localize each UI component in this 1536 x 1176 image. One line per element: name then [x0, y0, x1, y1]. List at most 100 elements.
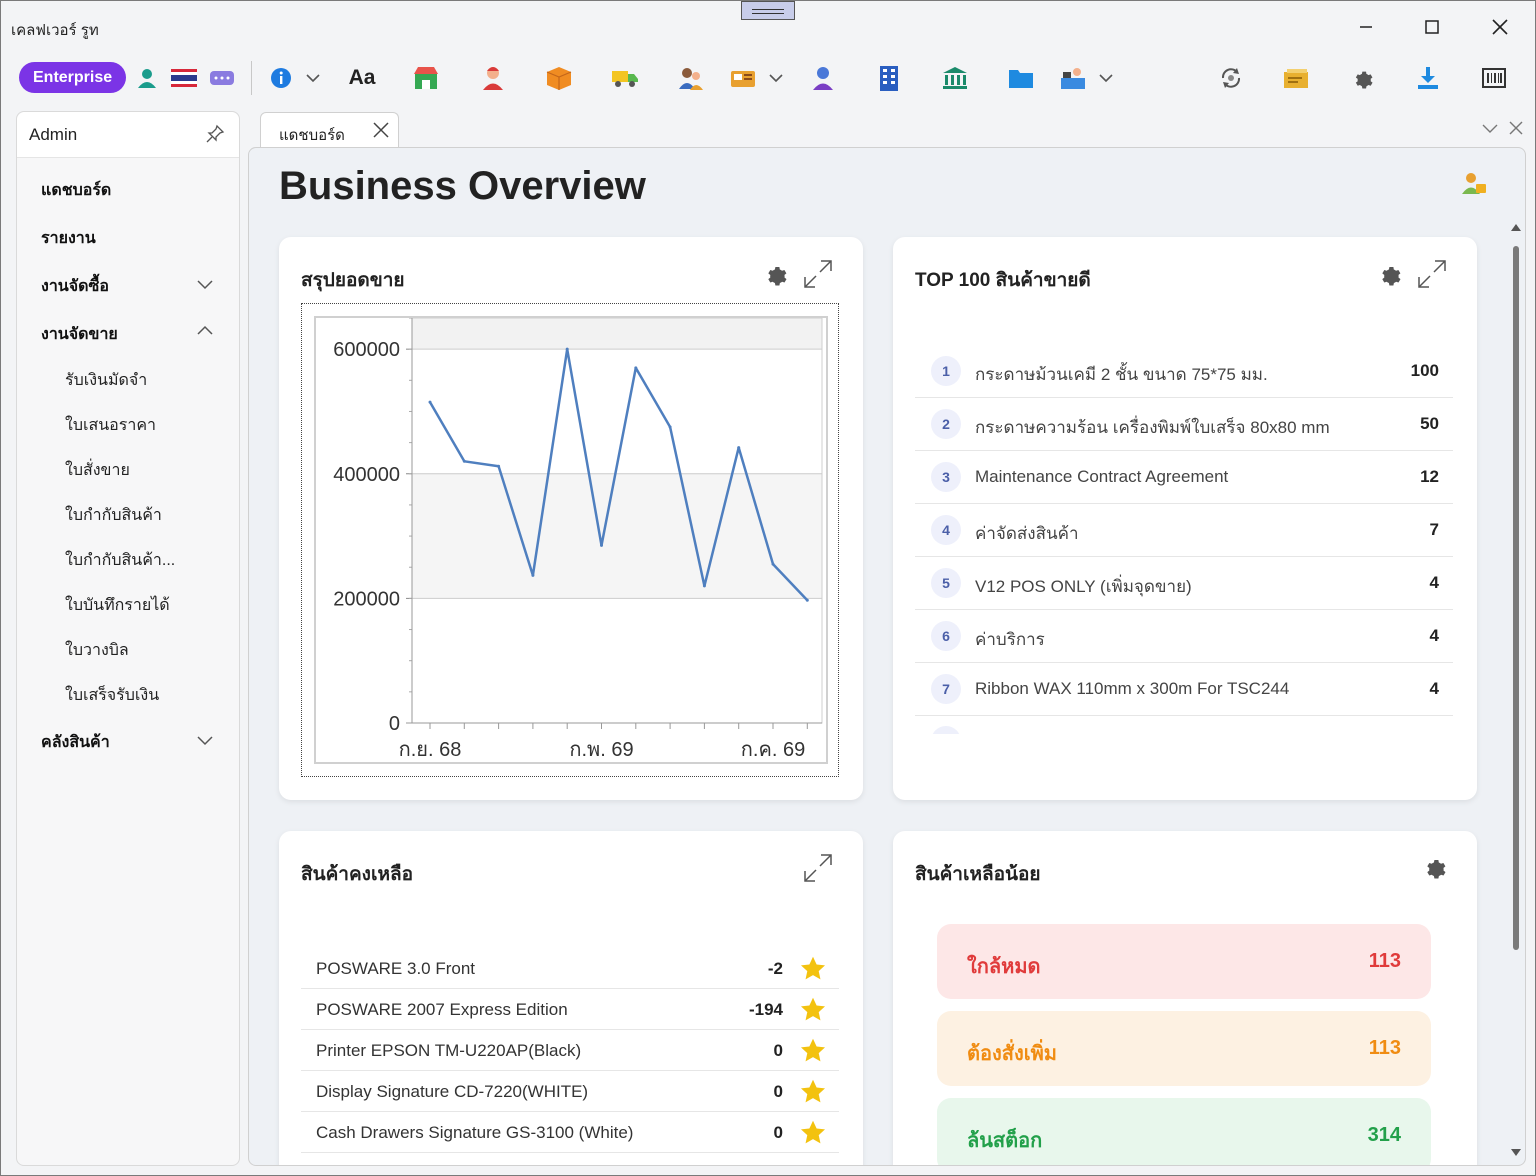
chevron-down-icon[interactable] [197, 276, 213, 292]
building-icon[interactable] [874, 63, 904, 93]
y-tick-label: 600000 [333, 339, 400, 361]
close-window-button[interactable] [1477, 9, 1523, 45]
chevron-up-icon[interactable] [197, 322, 213, 338]
stock-row[interactable]: Printer EPSON TM-U220AP(Black) 0 [301, 1030, 839, 1071]
reorder-pill[interactable]: ต้องสั่งเพิ่ม 113 [937, 1011, 1431, 1086]
stock-row[interactable]: POSWARE 2007 Express Edition -194 [301, 989, 839, 1030]
sidebar-item-reports[interactable]: รายงาน [41, 230, 96, 247]
sidebar-item-purchasing[interactable]: งานจัดซื้อ [41, 278, 109, 295]
scroll-thumb[interactable] [1513, 246, 1519, 950]
employee-icon[interactable] [808, 63, 838, 93]
minimize-button[interactable] [1343, 9, 1389, 45]
tab-dashboard[interactable]: แดชบอร์ด [260, 112, 399, 148]
keyboard-layout-icon[interactable] [207, 63, 237, 93]
sidebar-item-dashboard[interactable]: แดชบอร์ด [41, 182, 112, 199]
star-icon[interactable] [799, 1037, 827, 1065]
list-item[interactable]: 7 Ribbon WAX 110mm x 300m For TSC244 4 [915, 663, 1453, 716]
settings-icon[interactable] [1377, 262, 1401, 286]
settings-icon[interactable] [763, 262, 787, 286]
overstock-pill[interactable]: ล้นสต็อก 314 [937, 1098, 1431, 1165]
star-icon[interactable] [799, 1078, 827, 1106]
font-size-icon[interactable]: Aa [348, 66, 376, 89]
near-out-of-stock-pill[interactable]: ใกล้หมด 113 [937, 924, 1431, 999]
chevron-down-icon[interactable] [769, 71, 783, 85]
scroll-down-arrow[interactable] [1511, 1149, 1521, 1156]
sidebar-header: Admin [17, 112, 239, 158]
chevron-down-icon[interactable] [1481, 119, 1499, 137]
customers-icon[interactable] [676, 63, 706, 93]
thai-flag-icon[interactable] [169, 63, 199, 93]
list-item[interactable]: 2 กระดาษความร้อน เครื่องพิมพ์ใบเสร็จ 80x8… [915, 398, 1453, 451]
close-icon[interactable] [372, 121, 390, 139]
sidebar-subitem[interactable]: ใบเสนอราคา [65, 417, 157, 434]
page-title: Business Overview [279, 164, 646, 208]
list-item[interactable]: 6 ค่าบริการ 4 [915, 610, 1453, 663]
sidebar-subitem[interactable]: ใบกำกับสินค้า [65, 507, 162, 524]
barcode-icon[interactable] [1479, 63, 1509, 93]
sidebar-subitem[interactable]: ใบบันทึกรายได้ [65, 597, 170, 614]
list-item[interactable]: 4 ค่าจัดส่งสินค้า 7 [915, 504, 1453, 557]
sidebar-item-warehouse[interactable]: คลังสินค้า [41, 734, 110, 751]
list-item[interactable]: 1 กระดาษม้วนเคมี 2 ชั้น ขนาด 75*75 มม. 100 [915, 345, 1453, 398]
expand-icon[interactable] [1417, 259, 1447, 289]
top-products-list[interactable]: 1 กระดาษม้วนเคมี 2 ชั้น ขนาด 75*75 มม. 100… [893, 237, 1477, 734]
box-icon[interactable] [544, 63, 574, 93]
maximize-button[interactable] [1409, 9, 1455, 45]
sidebar-subitem[interactable]: ใบสั่งขาย [65, 462, 130, 479]
stock-row[interactable]: POSWARE 3.0 Front -2 [301, 948, 839, 989]
bank-icon[interactable] [940, 63, 970, 93]
user-status-icon[interactable] [132, 63, 162, 93]
pill-value: 113 [1368, 950, 1401, 972]
star-icon[interactable] [799, 996, 827, 1024]
scroll-up-arrow[interactable] [1511, 224, 1521, 231]
close-icon[interactable] [1507, 119, 1525, 137]
chevron-down-icon[interactable] [197, 732, 213, 748]
chevron-down-icon[interactable] [1099, 71, 1113, 85]
stock-row[interactable]: Cash Drawers Signature GS-3100 (White) 0 [301, 1112, 839, 1153]
sidebar-subitem[interactable]: ใบวางบิล [65, 642, 129, 659]
data-point [771, 562, 775, 566]
data-point [565, 347, 569, 351]
snap-handle[interactable] [741, 1, 795, 20]
store-icon[interactable] [411, 63, 441, 93]
cashier-icon[interactable] [478, 63, 508, 93]
payment-device-icon[interactable] [728, 63, 758, 93]
chart-frame: 600000 400000 200000 0 ก.ย. 68 ก.พ. 69 ก.ค. 69 [301, 303, 839, 777]
download-icon[interactable] [1413, 63, 1443, 93]
expand-icon[interactable] [803, 853, 833, 883]
sync-icon[interactable] [1216, 63, 1246, 93]
stock-qty: -2 [767, 959, 783, 978]
star-icon[interactable] [799, 955, 827, 983]
pin-icon[interactable] [205, 124, 225, 144]
edition-badge[interactable]: Enterprise [19, 62, 127, 93]
user-permission-icon[interactable] [1461, 170, 1487, 196]
rank-badge: 6 [931, 621, 961, 651]
settings-icon[interactable] [1422, 855, 1446, 879]
sidebar-subitem[interactable]: รับเงินมัดจำ [65, 372, 148, 389]
vertical-scrollbar[interactable] [1509, 218, 1523, 1162]
x-tick-label: ก.พ. 69 [569, 739, 633, 761]
stock-row[interactable]: Display Signature CD-7220(WHITE) 0 [301, 1071, 839, 1112]
sidebar-subitem[interactable]: ใบเสร็จรับเงิน [65, 687, 160, 704]
expand-icon[interactable] [803, 259, 833, 289]
pos-counter-icon[interactable] [1058, 63, 1088, 93]
settings-icon[interactable] [1347, 63, 1377, 93]
y-tick-label: 400000 [333, 464, 400, 486]
list-item[interactable]: 5 V12 POS ONLY (เพิ่มจุดขาย) 4 [915, 557, 1453, 610]
chevron-down-icon[interactable] [306, 71, 320, 85]
delivery-truck-icon[interactable] [610, 63, 640, 93]
star-icon[interactable] [799, 1119, 827, 1147]
sidebar-item-sales[interactable]: งานจัดขาย [41, 326, 118, 343]
data-point [668, 425, 672, 429]
product-name: ค่าจัดส่งสินค้า [975, 524, 1079, 543]
list-item-partial[interactable] [915, 716, 1453, 734]
list-item[interactable]: 3 Maintenance Contract Agreement 12 [915, 451, 1453, 504]
document-stack-icon[interactable] [1281, 63, 1311, 93]
sidebar: Admin แดชบอร์ด รายงาน งานจัดซื้อ งานจัดข… [16, 111, 240, 1166]
rank-badge: 7 [931, 674, 961, 704]
folder-icon[interactable] [1006, 63, 1036, 93]
info-icon[interactable] [266, 63, 296, 93]
data-point [462, 459, 466, 463]
pill-label: ล้นสต็อก [967, 1130, 1043, 1152]
sidebar-subitem[interactable]: ใบกำกับสินค้า... [65, 552, 176, 569]
